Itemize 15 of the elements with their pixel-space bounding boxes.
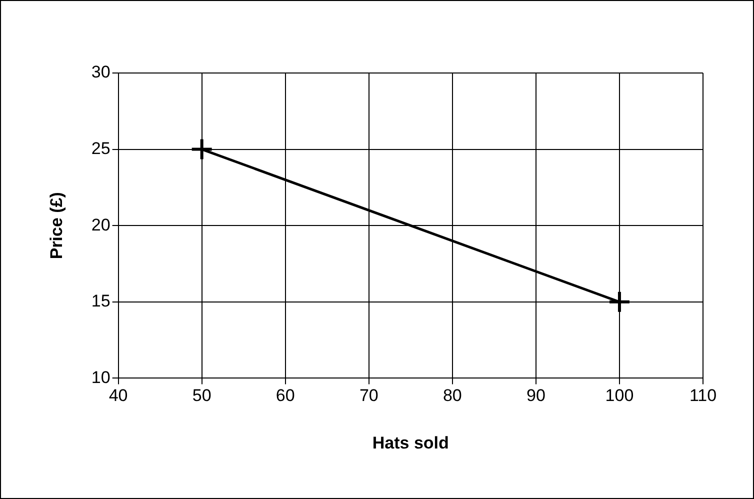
y-tick-label: 15 [91, 292, 110, 311]
x-tick-label: 90 [526, 386, 546, 406]
y-tick-label: 30 [91, 62, 110, 82]
y-tick-label: 20 [91, 215, 110, 234]
x-tick-label: 40 [108, 386, 128, 406]
y-tick-label: 10 [91, 368, 110, 387]
y-axis-title: Price (£) [46, 192, 66, 260]
x-tick-label: 80 [442, 386, 462, 406]
x-tick-label: 100 [605, 386, 634, 406]
x-tick-label: 50 [192, 386, 212, 406]
x-tick-label: 110 [689, 386, 717, 406]
y-tick-label: 25 [91, 138, 110, 158]
x-tick-label: 60 [276, 386, 295, 406]
x-tick-label: 70 [359, 386, 378, 406]
x-axis-title: Hats sold [372, 433, 449, 452]
